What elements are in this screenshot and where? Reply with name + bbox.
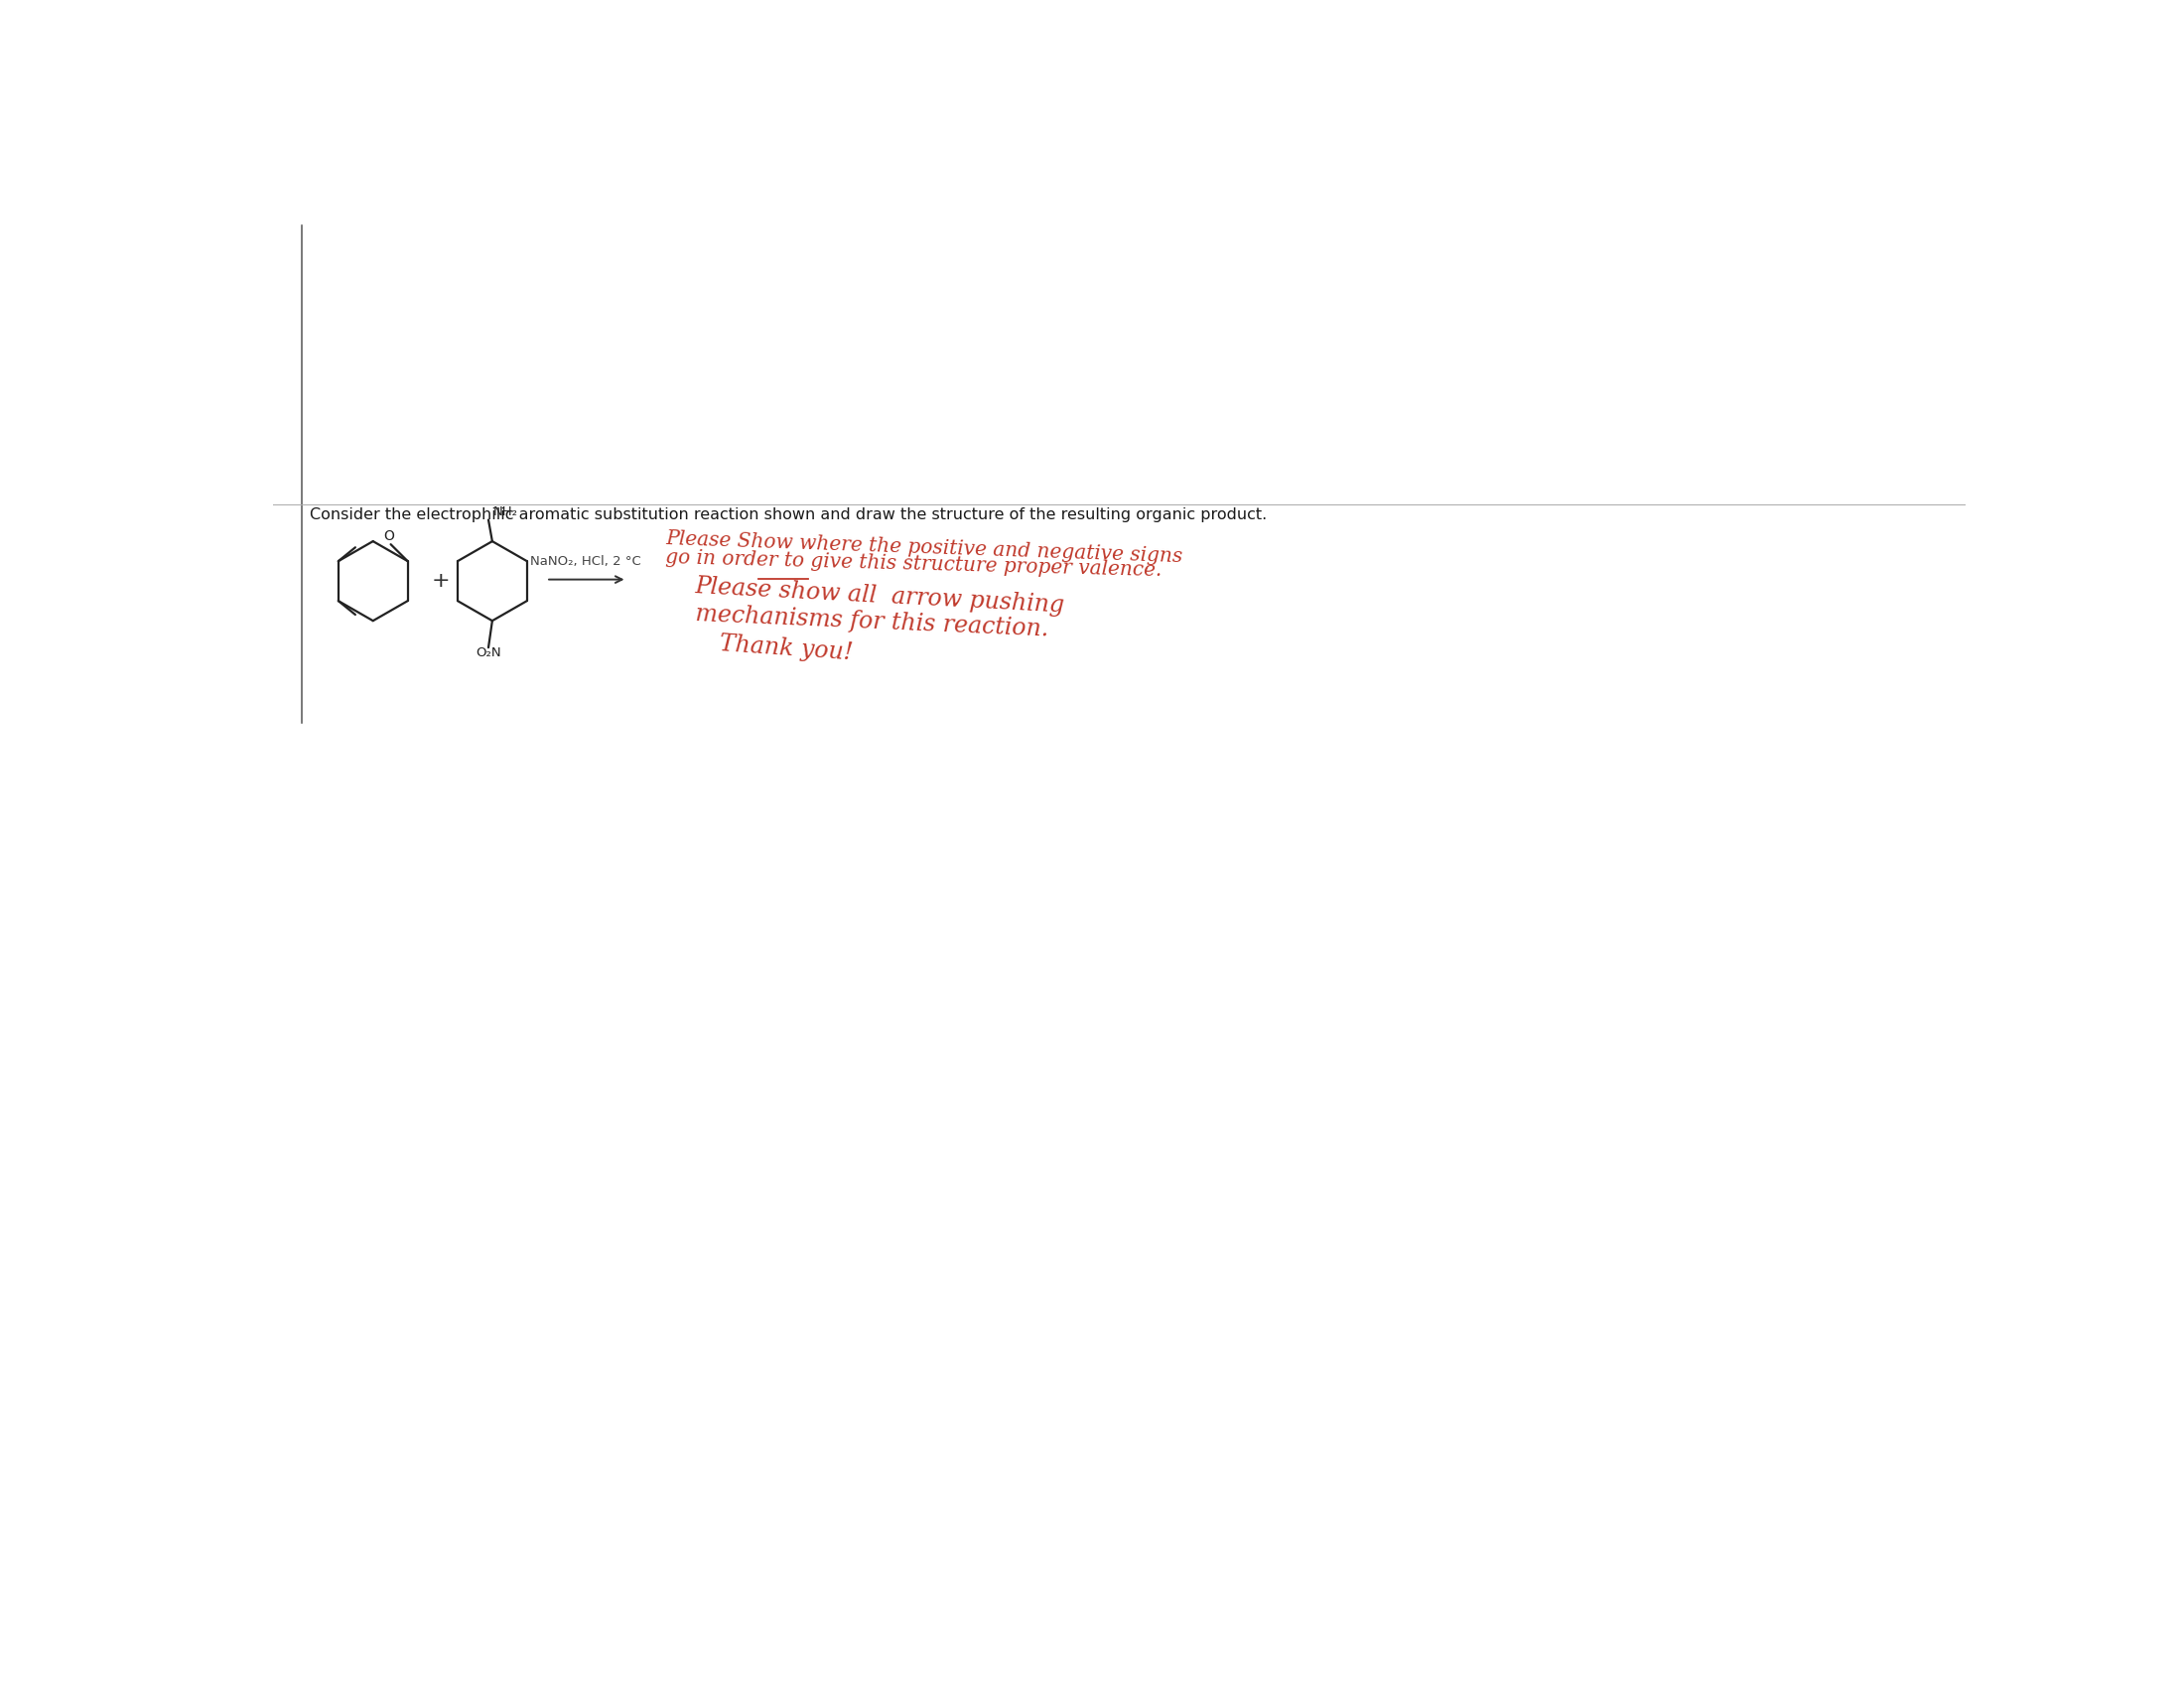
Text: +: +	[432, 571, 450, 591]
Text: O₂N: O₂N	[476, 647, 502, 660]
Text: NH₂: NH₂	[494, 506, 518, 518]
Text: NaNO₂, HCl, 2 °C: NaNO₂, HCl, 2 °C	[531, 555, 640, 569]
Text: go in order to give this structure proper valence.: go in order to give this structure prope…	[666, 549, 1162, 581]
Text: Consider the electrophilic aromatic substitution reaction shown and draw the str: Consider the electrophilic aromatic subs…	[310, 508, 1267, 523]
Text: mechanisms for this reaction.: mechanisms for this reaction.	[695, 603, 1048, 641]
Text: Please Show where the positive and negative signs: Please Show where the positive and negat…	[666, 528, 1184, 565]
Text: Thank you!: Thank you!	[719, 633, 854, 665]
Text: Please show all  arrow pushing: Please show all arrow pushing	[695, 576, 1066, 618]
Text: O: O	[384, 530, 395, 544]
